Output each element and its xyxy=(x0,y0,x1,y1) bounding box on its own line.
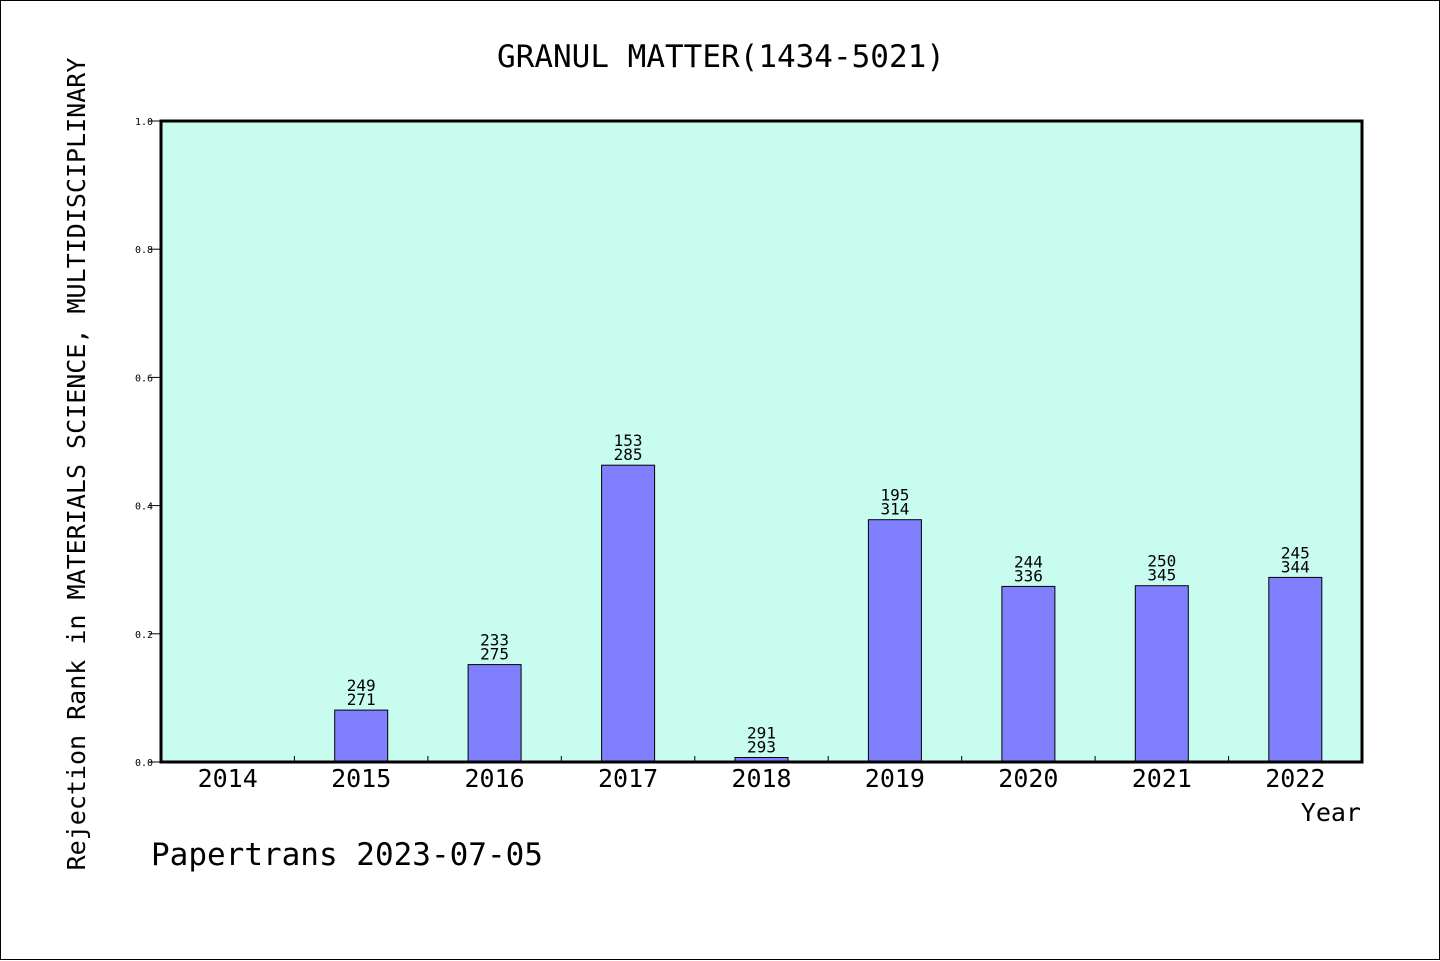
bar-label-top-2015: 249 xyxy=(347,676,376,695)
bar-label-bottom-2019: 314 xyxy=(880,500,909,519)
bar-2015 xyxy=(334,709,389,763)
bar-labels-layer: 2492712332751532852912931953142443362503… xyxy=(347,431,1310,756)
bar-label-bottom-2015: 271 xyxy=(347,690,376,709)
y-tick-label-0.8: 0.8 xyxy=(135,245,153,256)
bar-label-top-2016: 233 xyxy=(480,631,509,650)
bars-layer xyxy=(334,464,1323,763)
bar-2022 xyxy=(1268,576,1323,763)
x-tick-label-2020: 2020 xyxy=(998,764,1058,793)
y-axis: 0.0 0.2 0.4 0.6 0.8 1.0 xyxy=(135,117,161,769)
bar-label-bottom-2016: 275 xyxy=(480,645,509,664)
bar-label-bottom-2018: 293 xyxy=(747,738,776,757)
y-tick-label-0.2: 0.2 xyxy=(135,630,153,641)
x-tick-label-2015: 2015 xyxy=(331,764,391,793)
x-axis-label: Year xyxy=(1301,798,1361,827)
plot-frame xyxy=(159,119,1364,764)
bar-label-bottom-2020: 336 xyxy=(1014,566,1043,585)
bar-label-top-2021: 250 xyxy=(1147,552,1176,571)
bar-label-top-2019: 195 xyxy=(880,486,909,505)
bar-label-bottom-2021: 345 xyxy=(1147,566,1176,585)
x-tick-label-2018: 2018 xyxy=(731,764,791,793)
x-tick-label-2017: 2017 xyxy=(598,764,658,793)
x-tick-label-2022: 2022 xyxy=(1265,764,1325,793)
bar-label-bottom-2017: 285 xyxy=(614,445,643,464)
bar-label-top-2020: 244 xyxy=(1014,552,1043,571)
y-tick-label-1.0: 1.0 xyxy=(135,117,153,128)
x-tick-label-2016: 2016 xyxy=(464,764,524,793)
bar-label-top-2018: 291 xyxy=(747,724,776,743)
footer-credit: Papertrans 2023-07-05 xyxy=(151,837,543,873)
bar-2019 xyxy=(867,519,922,763)
bar-label-top-2022: 245 xyxy=(1281,543,1310,562)
y-tick-label-0.4: 0.4 xyxy=(135,502,153,513)
x-tick-label-2021: 2021 xyxy=(1132,764,1192,793)
y-axis-label: Rejection Rank in MATERIALS SCIENCE, MUL… xyxy=(62,58,91,871)
bar-2020 xyxy=(1001,585,1056,763)
bar-2021 xyxy=(1134,585,1189,763)
bar-2016 xyxy=(467,664,522,763)
x-axis: 2014 2015 2016 2017 2018 2019 2020 2021 2022 xyxy=(198,756,1325,793)
bar-label-bottom-2022: 344 xyxy=(1281,557,1310,576)
bar-label-top-2017: 153 xyxy=(614,431,643,450)
y-tick-label-0.0: 0.0 xyxy=(135,758,153,769)
chart-title: GRANUL MATTER(1434-5021) xyxy=(497,39,945,75)
bar-2017 xyxy=(601,464,656,763)
x-tick-label-2019: 2019 xyxy=(865,764,925,793)
y-tick-label-0.6: 0.6 xyxy=(135,373,153,384)
x-tick-label-2014: 2014 xyxy=(198,764,258,793)
